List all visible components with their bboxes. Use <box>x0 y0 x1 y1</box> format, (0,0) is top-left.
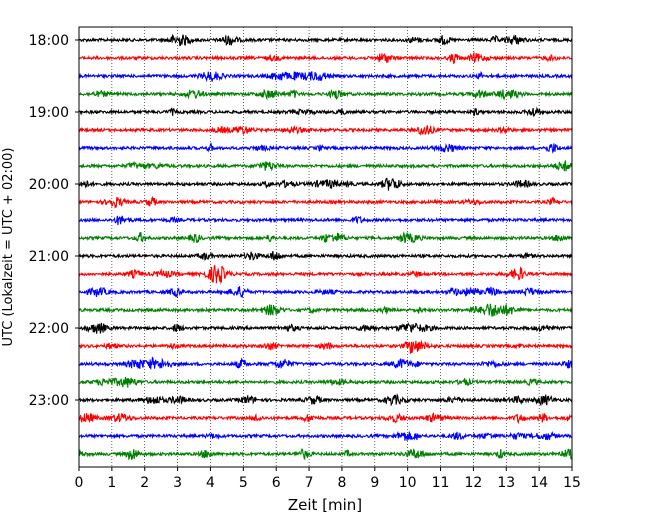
trace-2045 <box>78 231 573 244</box>
x-tick-label: 4 <box>206 475 215 491</box>
trace-2100 <box>78 250 573 261</box>
x-tick-label: 6 <box>272 475 281 491</box>
trace-1845 <box>78 88 573 101</box>
y-tick-label: 22:00 <box>29 321 69 337</box>
trace-2030 <box>78 215 573 226</box>
x-tick-label: 13 <box>497 475 515 491</box>
trace-1800 <box>78 33 573 47</box>
x-tick-label: 2 <box>140 475 149 491</box>
seismogram-traces <box>78 33 573 461</box>
plot-background <box>79 27 572 467</box>
plot-frame <box>78 26 573 468</box>
x-tick-label: 7 <box>305 475 314 491</box>
y-tick-label: 23:00 <box>29 393 69 409</box>
trace-2215 <box>78 339 573 355</box>
x-axis-label: Zeit [min] <box>288 496 362 514</box>
x-tick-label: 0 <box>75 475 84 491</box>
trace-1900 <box>78 106 573 117</box>
trace-1815 <box>78 51 573 65</box>
trace-2345 <box>78 448 573 461</box>
y-axis-label: UTC (Lokalzeit = UTC + 02:00) <box>1 148 16 347</box>
x-tick-label: 15 <box>563 475 581 491</box>
y-tick-label: 18:00 <box>29 33 69 49</box>
trace-2245 <box>78 376 573 388</box>
trace-2115 <box>78 264 573 285</box>
y-tick-label: 20:00 <box>29 177 69 193</box>
trace-1930 <box>78 142 573 154</box>
trace-2230 <box>78 356 573 370</box>
x-tick-label: 5 <box>239 475 248 491</box>
trace-2330 <box>78 430 573 441</box>
x-tick-label: 9 <box>370 475 379 491</box>
trace-1945 <box>78 160 573 172</box>
trace-1915 <box>78 124 573 136</box>
x-tick-label: 1 <box>107 475 116 491</box>
trace-1830 <box>78 70 573 83</box>
x-axis-ticks: 0 1 2 3 4 5 6 7 8 9 10 11 12 13 14 15 <box>75 467 581 491</box>
x-tick-label: 3 <box>173 475 182 491</box>
y-tick-label: 21:00 <box>29 249 69 265</box>
trace-2300 <box>78 392 573 407</box>
y-tick-label: 19:00 <box>29 105 69 121</box>
x-tick-label: 10 <box>399 475 417 491</box>
x-tick-label: 11 <box>432 475 450 491</box>
trace-2130 <box>78 286 573 299</box>
x-tick-label: 12 <box>464 475 482 491</box>
trace-2200 <box>78 322 573 334</box>
x-tick-label: 8 <box>337 475 346 491</box>
vertical-grid <box>111 27 540 467</box>
trace-2315 <box>78 412 573 425</box>
trace-2015 <box>78 195 573 209</box>
trace-2145 <box>78 303 573 317</box>
y-axis-ticks: 18:00 19:00 20:00 21:00 22:00 23:00 <box>29 33 79 409</box>
trace-2000 <box>78 177 573 191</box>
x-tick-label: 14 <box>530 475 548 491</box>
